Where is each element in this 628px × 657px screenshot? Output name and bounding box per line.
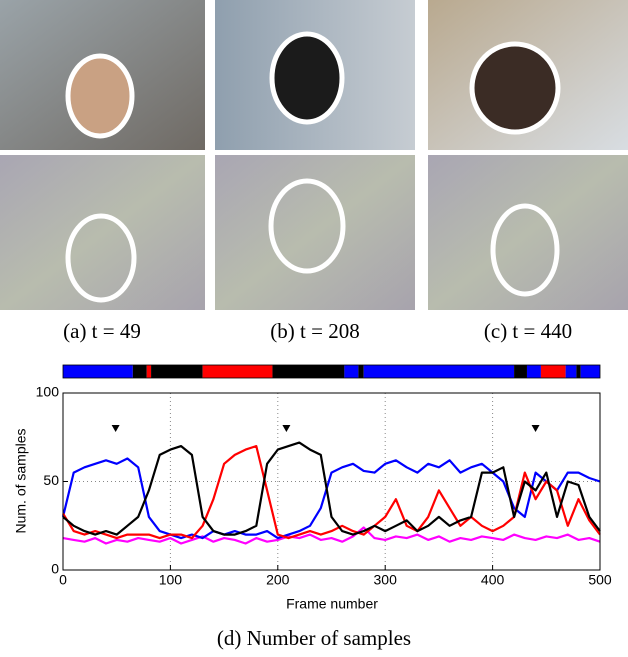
x-tick-label: 500 [588, 572, 612, 588]
series-line [62, 445, 601, 540]
photo [428, 155, 628, 310]
state-segment [526, 365, 541, 378]
state-segment [272, 365, 345, 378]
state-segment [576, 365, 581, 378]
series-line [62, 526, 601, 545]
photos [0, 0, 628, 310]
x-tick-label: 400 [481, 572, 505, 588]
tracking-ellipse [65, 53, 135, 139]
caption: (b) t = 208 [270, 319, 359, 343]
y-axis-label: Num. of samples [13, 428, 29, 533]
state-bar-frame [62, 364, 601, 379]
frame-marker [531, 425, 540, 432]
state-segment [146, 365, 152, 378]
state-segment [514, 365, 527, 378]
frame-marker [282, 425, 291, 432]
x-tick-label: 0 [59, 572, 67, 588]
state-segment [63, 365, 133, 378]
state-segment [132, 365, 147, 378]
state-segment [540, 365, 566, 378]
tracking-ellipse [268, 178, 346, 274]
state-segment [202, 365, 273, 378]
tracking-ellipse [490, 203, 560, 297]
y-tick-label: 50 [43, 472, 59, 488]
state-segment [565, 365, 577, 378]
y-tick-label: 100 [36, 384, 60, 400]
x-tick-label: 200 [266, 572, 290, 588]
photo [0, 155, 205, 310]
state-segment [580, 365, 600, 378]
caption: (d) Number of samples [217, 626, 411, 650]
x-axis-label: Frame number [286, 596, 378, 612]
state-segment [151, 365, 203, 378]
tracking-ellipse [469, 41, 561, 135]
state-segment [358, 365, 364, 378]
tracking-ellipse [65, 213, 137, 303]
caption: (c) t = 440 [484, 319, 572, 343]
plot-frame [62, 392, 601, 571]
caption: (a) t = 49 [63, 319, 141, 343]
series-line [62, 441, 601, 536]
y-tick-label: 0 [51, 561, 59, 577]
state-segment [344, 365, 359, 378]
photo [215, 155, 415, 310]
x-tick-label: 300 [374, 572, 398, 588]
state-segment [363, 365, 515, 378]
x-tick-label: 100 [159, 572, 183, 588]
tracking-ellipse [269, 31, 345, 125]
frame-marker [111, 425, 120, 432]
